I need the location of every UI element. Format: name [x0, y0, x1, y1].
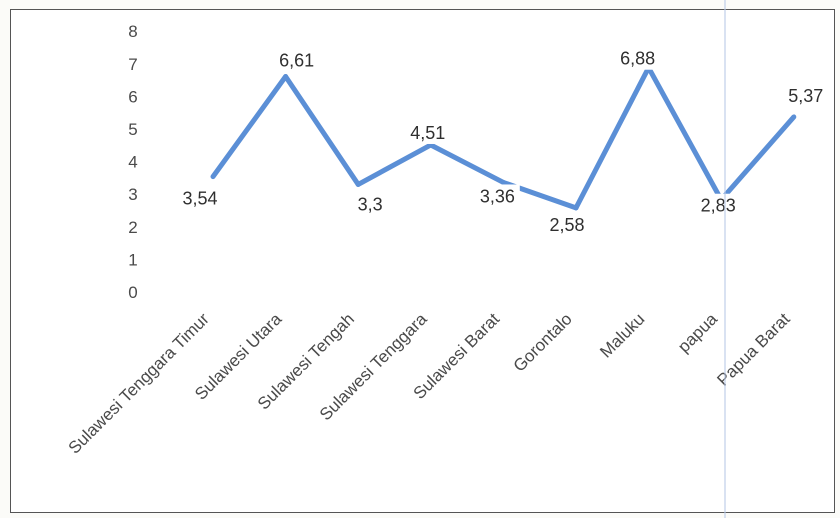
scan-artifact-line — [724, 0, 726, 518]
data-label: 3,54 — [182, 189, 217, 209]
series-line-segment — [210, 74, 289, 180]
data-label: 5,37 — [788, 86, 823, 106]
data-labels: 3,54 6,61 3,3 4,51 3,36 2,58 6,88 2,83 5,37 — [177, 46, 829, 236]
y-tick-label: 1 — [128, 250, 137, 269]
data-label: 2,83 — [701, 196, 736, 216]
y-tick-label: 4 — [128, 153, 137, 172]
y-tick-label: 8 — [128, 22, 137, 41]
data-label-background — [177, 186, 223, 210]
data-label-background — [405, 120, 451, 144]
data-label-background — [475, 184, 520, 208]
y-tick-label: 5 — [128, 120, 137, 139]
x-category-label: Sulawesi Tenggara Timur — [65, 309, 213, 457]
data-label-background — [695, 193, 741, 217]
x-category-label: papua — [674, 309, 721, 356]
chart-frame — [10, 9, 835, 513]
y-tick-label: 3 — [128, 185, 137, 204]
data-label-background — [615, 46, 660, 70]
series-line-segment — [646, 65, 724, 203]
data-label-background — [544, 212, 590, 236]
y-tick-label: 2 — [128, 218, 137, 237]
data-label-background — [274, 48, 319, 72]
data-label-background — [352, 192, 388, 216]
data-label: 6,88 — [620, 49, 655, 69]
y-tick-label: 0 — [128, 283, 137, 302]
series-line-segment — [573, 65, 652, 211]
data-label: 4,51 — [410, 123, 445, 143]
series-line-segment — [718, 114, 797, 203]
data-label: 3,36 — [480, 186, 515, 206]
x-category-label: Gorontalo — [510, 309, 576, 375]
data-label-background — [783, 83, 829, 107]
y-tick-label: 6 — [128, 87, 137, 106]
x-category-label: Maluku — [596, 309, 648, 361]
series-line-segment — [283, 74, 361, 187]
series-line-segment — [355, 142, 434, 187]
data-label: 6,61 — [279, 51, 314, 71]
data-label: 3,3 — [358, 194, 383, 214]
data-label: 2,58 — [549, 215, 584, 235]
series-line-segment — [428, 142, 506, 185]
y-axis-tick-labels: 0 1 2 3 4 5 6 7 8 — [128, 22, 137, 302]
y-tick-label: 7 — [128, 55, 137, 74]
